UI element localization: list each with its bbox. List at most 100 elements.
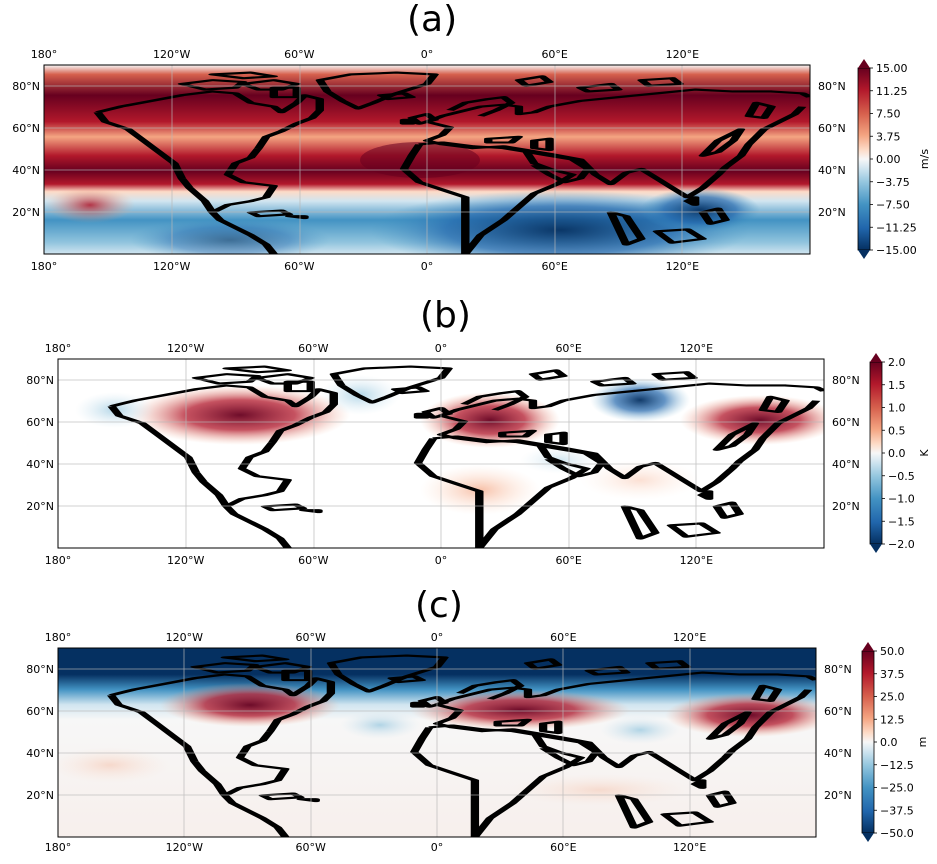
lat-tick-label-left: 80°N — [26, 663, 54, 676]
lon-tick-label-top: 0° — [431, 631, 444, 644]
lat-tick-label-left: 20°N — [26, 789, 54, 802]
lon-tick-label-bottom: 60°E — [541, 260, 567, 273]
lon-tick-label-bottom: 0° — [431, 841, 444, 854]
lon-tick-label-bottom: 60°W — [284, 260, 314, 273]
colorbar-tick-label: 0.5 — [888, 424, 906, 437]
colorbar-tick-label: 25.0 — [880, 691, 905, 704]
lon-tick-label-bottom: 120°W — [166, 841, 203, 854]
lat-tick-label-right: 40°N — [832, 458, 860, 471]
lon-tick-label-top: 60°W — [295, 631, 325, 644]
lat-tick-label-right: 60°N — [832, 416, 860, 429]
lon-tick-label-top: 180° — [45, 342, 72, 355]
panel-c-map — [57, 647, 817, 838]
colorbar-unit-label: m/s — [918, 149, 931, 169]
colorbar-unit-label: m — [916, 737, 929, 748]
colorbar-max-extend-triangle — [858, 59, 870, 68]
lon-tick-label-bottom: 0° — [435, 554, 448, 567]
lon-tick-label-top: 120°E — [680, 342, 713, 355]
lat-tick-label-right: 60°N — [824, 705, 852, 718]
lat-tick-label-left: 80°N — [12, 80, 40, 93]
lon-tick-label-top: 60°W — [284, 48, 314, 61]
colorbar-max-extend-triangle — [862, 642, 874, 651]
lon-tick-label-top: 120°W — [166, 631, 203, 644]
lat-tick-label-left: 20°N — [12, 206, 40, 219]
lon-tick-label-bottom: 180° — [45, 554, 72, 567]
colorbar-tick-label: −2.0 — [888, 538, 915, 551]
colorbar — [857, 67, 871, 251]
colorbar-min-extend-triangle — [862, 833, 874, 842]
lat-tick-label-right: 20°N — [818, 206, 846, 219]
lon-tick-label-bottom: 60°E — [555, 554, 581, 567]
lon-tick-label-top: 180° — [45, 631, 72, 644]
lon-tick-label-top: 60°E — [550, 631, 576, 644]
lat-tick-label-right: 40°N — [818, 164, 846, 177]
lat-tick-label-right: 20°N — [824, 789, 852, 802]
lon-tick-label-top: 120°W — [167, 342, 204, 355]
colorbar-tick-label: 0.0 — [880, 736, 898, 749]
lon-tick-label-bottom: 0° — [421, 260, 434, 273]
lon-tick-label-bottom: 120°E — [680, 554, 713, 567]
colorbar-tick-label: −7.50 — [876, 199, 910, 212]
colorbar-tick-label: −37.5 — [880, 804, 914, 817]
lon-tick-label-bottom: 120°W — [167, 554, 204, 567]
colorbar-tick-label: −15.00 — [876, 244, 917, 257]
colorbar-tick-label: −12.5 — [880, 759, 914, 772]
colorbar-tick-label: −25.0 — [880, 782, 914, 795]
lat-tick-label-left: 20°N — [26, 500, 54, 513]
colorbar-tick-label: −1.5 — [888, 515, 915, 528]
lat-tick-label-right: 20°N — [832, 500, 860, 513]
colorbar-tick-label: −3.75 — [876, 176, 910, 189]
colorbar-tick-label: 3.75 — [876, 130, 901, 143]
lat-tick-label-right: 60°N — [818, 122, 846, 135]
panel-b-title: (b) — [420, 295, 471, 336]
lon-tick-label-top: 120°W — [153, 48, 190, 61]
colorbar-min-extend-triangle — [858, 250, 870, 259]
colorbar-tick-label: −50.0 — [880, 827, 914, 840]
colorbar-max-extend-triangle — [870, 353, 882, 362]
colorbar-tick-label: 1.0 — [888, 402, 906, 415]
lat-tick-label-right: 40°N — [824, 747, 852, 760]
colorbar-tick-label: 50.0 — [880, 645, 905, 658]
lat-tick-label-left: 60°N — [26, 416, 54, 429]
colorbar-tick-label: 1.5 — [888, 379, 906, 392]
colorbar-tick-label: 12.5 — [880, 713, 905, 726]
lon-tick-label-top: 60°E — [555, 342, 581, 355]
lat-tick-label-left: 60°N — [26, 705, 54, 718]
colorbar — [861, 650, 875, 834]
lat-tick-label-left: 80°N — [26, 374, 54, 387]
lat-tick-label-right: 80°N — [824, 663, 852, 676]
panel-a-map — [43, 64, 811, 255]
lat-tick-label-left: 60°N — [12, 122, 40, 135]
colorbar-tick-label: 11.25 — [876, 85, 908, 98]
lat-tick-label-left: 40°N — [12, 164, 40, 177]
lon-tick-label-bottom: 60°E — [550, 841, 576, 854]
colorbar-unit-label: K — [918, 449, 931, 457]
lon-tick-label-top: 120°E — [666, 48, 699, 61]
colorbar-tick-label: −11.25 — [876, 221, 917, 234]
lon-tick-label-top: 60°W — [298, 342, 328, 355]
lon-tick-label-top: 0° — [421, 48, 434, 61]
lat-tick-label-left: 40°N — [26, 747, 54, 760]
lon-tick-label-top: 120°E — [673, 631, 706, 644]
lon-tick-label-bottom: 60°W — [295, 841, 325, 854]
lat-tick-label-right: 80°N — [832, 374, 860, 387]
lat-tick-label-left: 40°N — [26, 458, 54, 471]
lon-tick-label-top: 60°E — [541, 48, 567, 61]
colorbar-tick-label: 0.00 — [876, 153, 901, 166]
colorbar-min-extend-triangle — [870, 544, 882, 553]
panel-c-title: (c) — [415, 585, 463, 626]
colorbar — [869, 361, 883, 545]
colorbar-tick-label: 15.00 — [876, 62, 908, 75]
colorbar-tick-label: −0.5 — [888, 470, 915, 483]
lon-tick-label-bottom: 120°W — [153, 260, 190, 273]
lon-tick-label-bottom: 60°W — [298, 554, 328, 567]
lon-tick-label-bottom: 120°E — [673, 841, 706, 854]
panel-b-map — [57, 358, 825, 549]
lon-tick-label-bottom: 180° — [45, 841, 72, 854]
lon-tick-label-bottom: 180° — [31, 260, 58, 273]
colorbar-tick-label: −1.0 — [888, 493, 915, 506]
lon-tick-label-top: 180° — [31, 48, 58, 61]
panel-a-title: (a) — [407, 0, 458, 40]
lon-tick-label-top: 0° — [435, 342, 448, 355]
